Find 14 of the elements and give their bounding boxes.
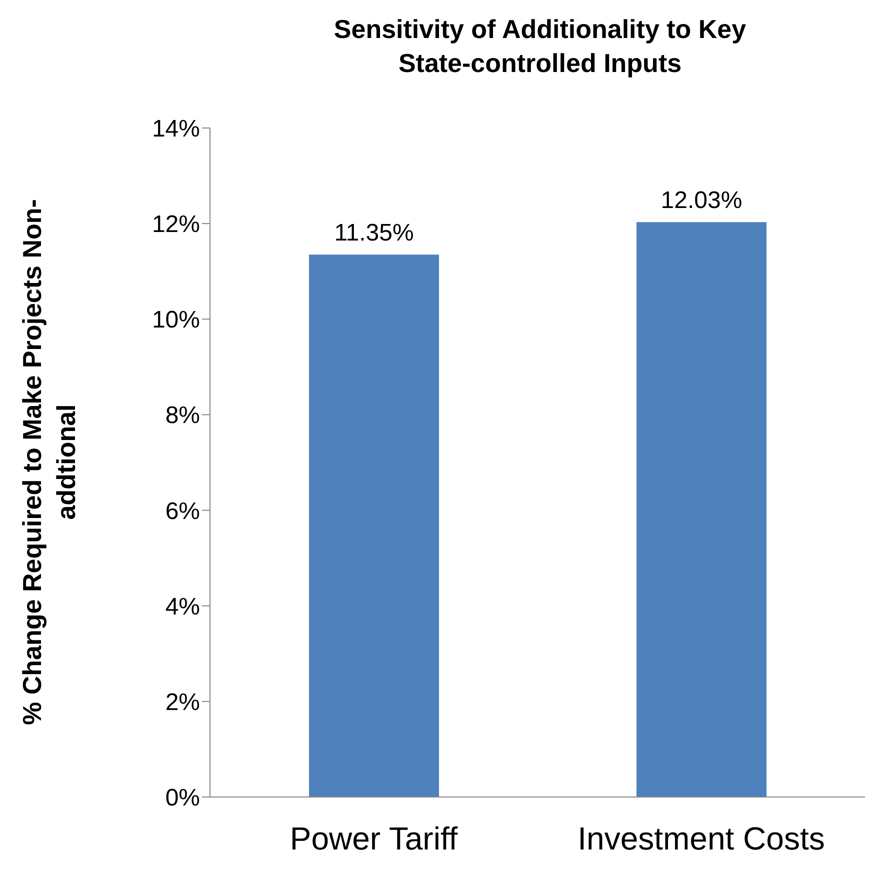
y-tick-label: 4% [165, 593, 200, 620]
x-tick-label: Power Tariff [290, 820, 458, 857]
y-tick-label: 0% [165, 784, 200, 812]
y-tick-label: 10% [152, 306, 200, 334]
y-tick-label: 8% [165, 402, 200, 430]
data-label: 11.35% [334, 220, 414, 247]
chart-title: Sensitivity of Additionality to Key State-controlled Inputs [332, 13, 748, 80]
y-tick-label: 2% [165, 688, 200, 716]
y-tick-label: 6% [165, 498, 200, 525]
y-axis-title: % Change Required to Make Projects Non-addtional [16, 198, 82, 727]
y-tick-label: 12% [152, 211, 200, 238]
x-tick-label: Investment Costs [578, 820, 825, 857]
y-tick-label: 14% [152, 116, 200, 143]
data-label: 12.03% [660, 187, 742, 214]
